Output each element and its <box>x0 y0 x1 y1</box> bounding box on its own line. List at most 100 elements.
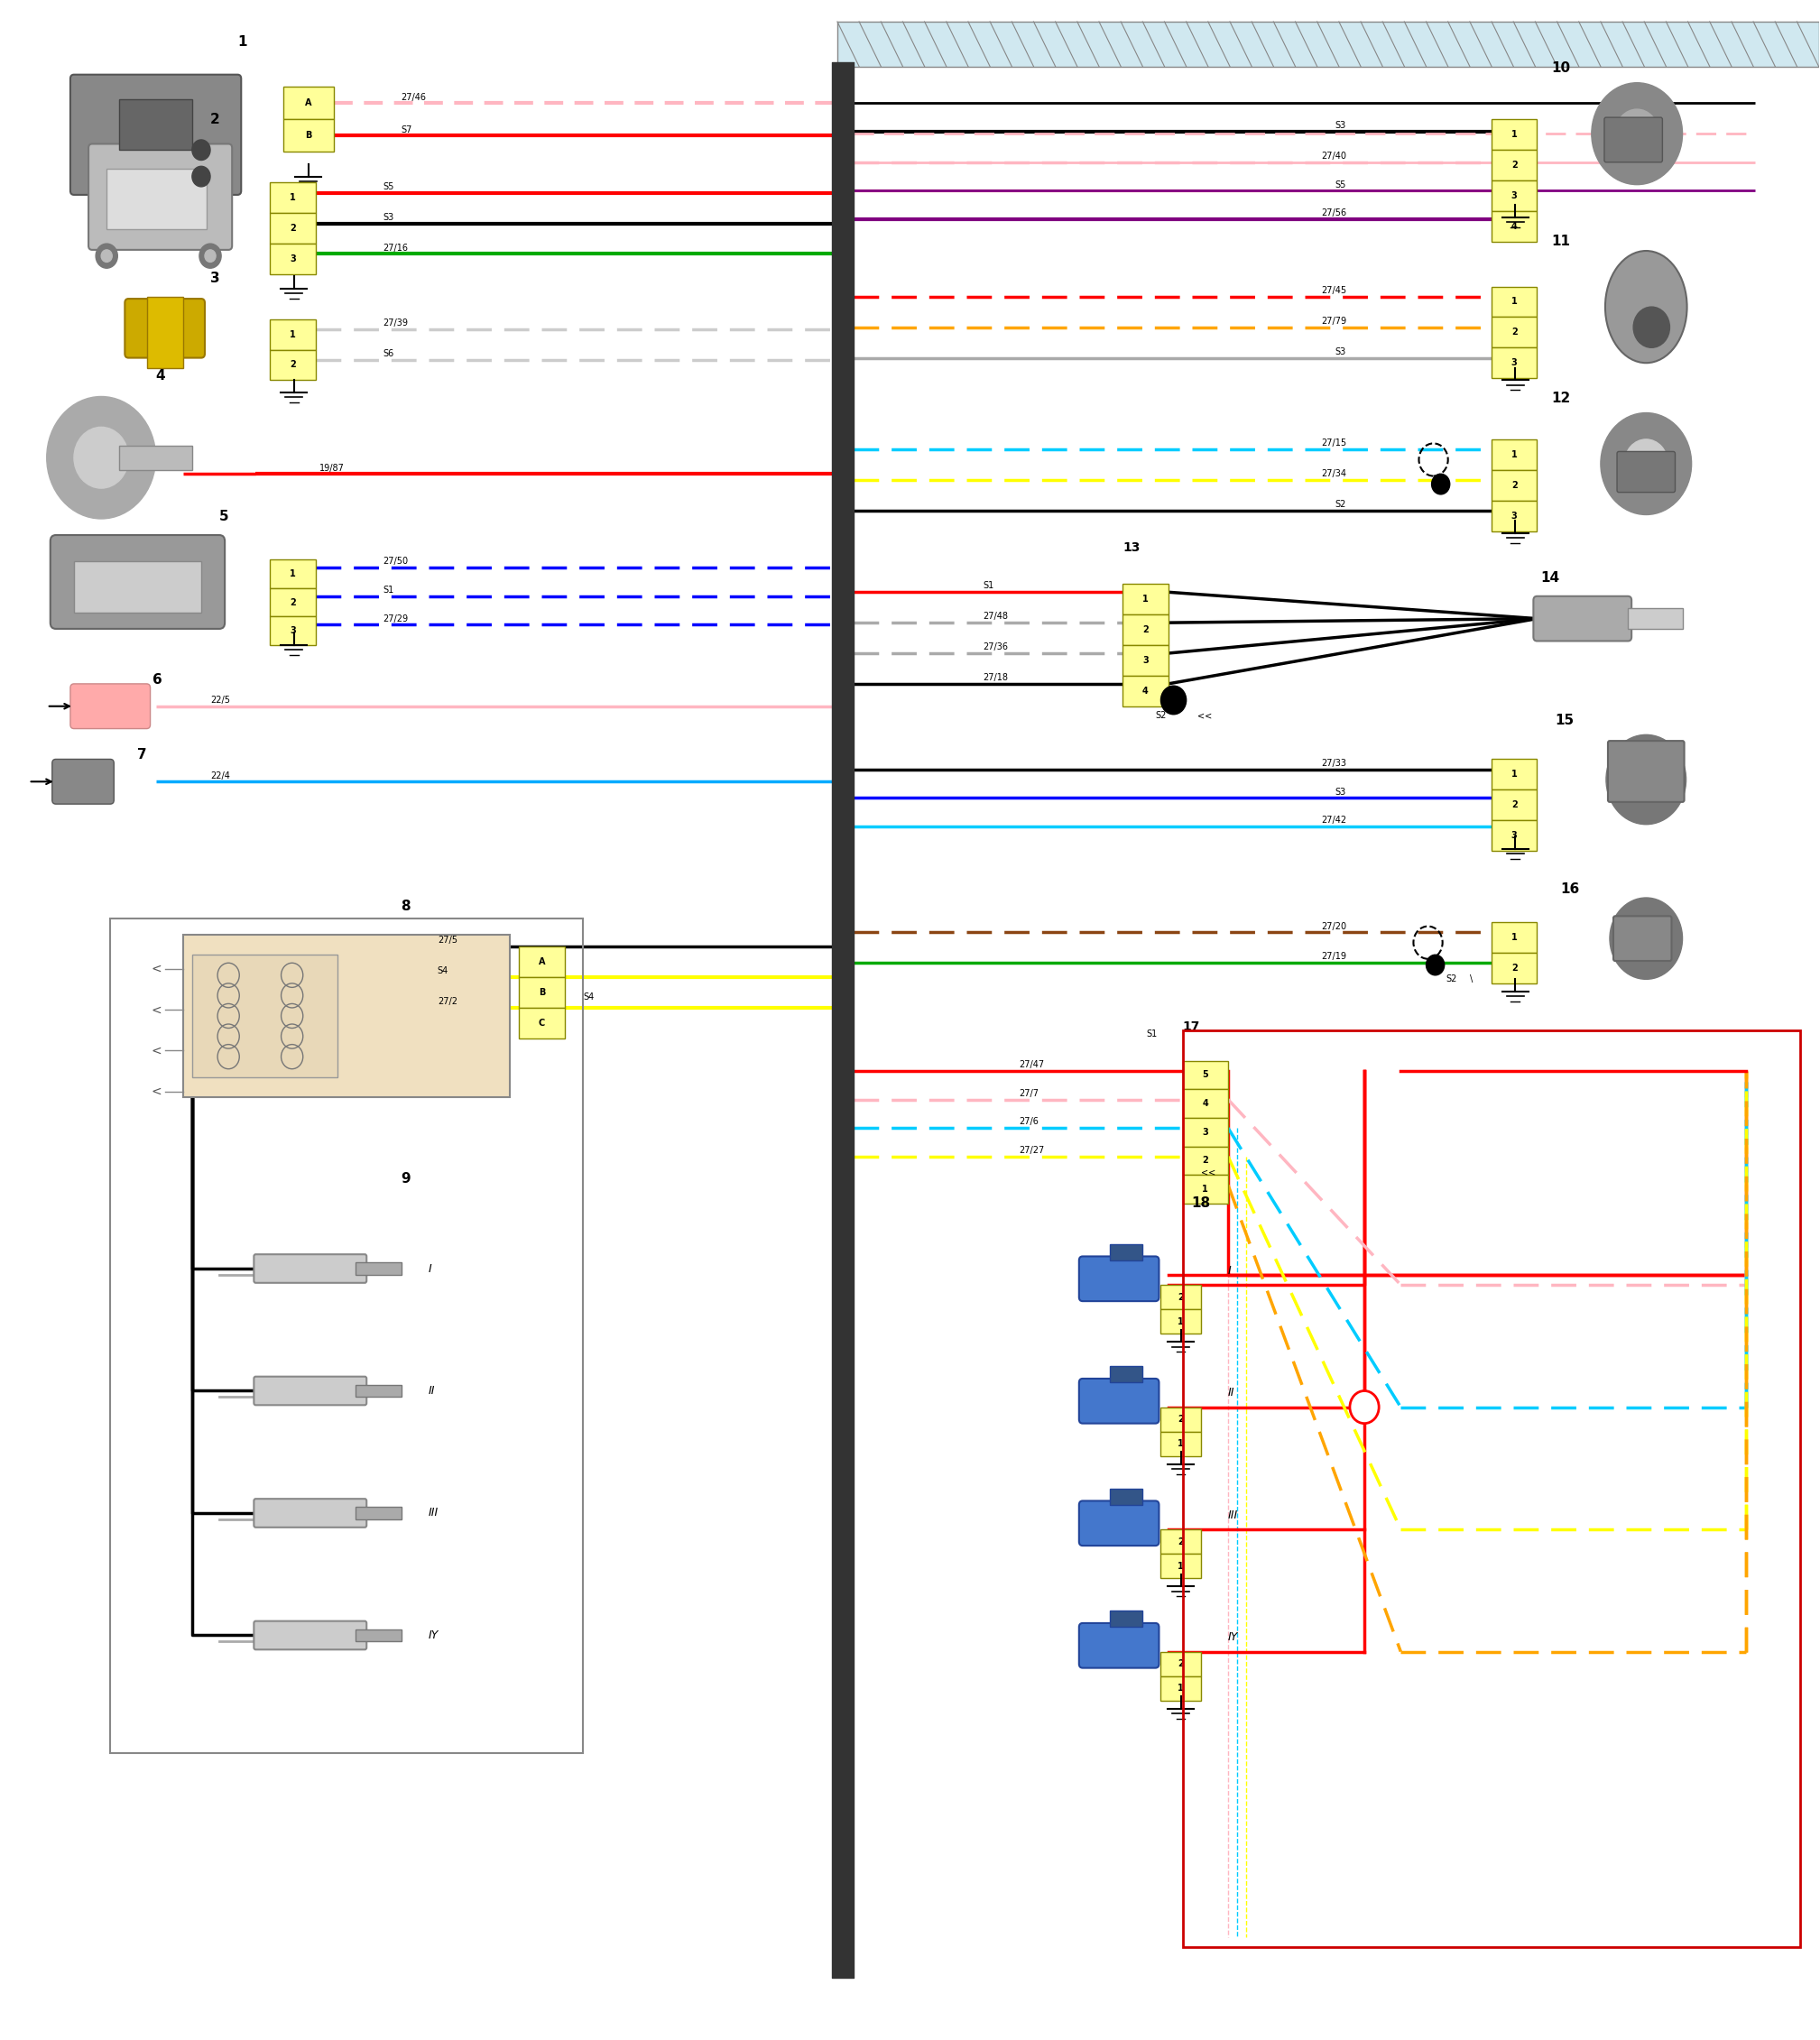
Text: 2: 2 <box>1178 1293 1183 1302</box>
Text: II: II <box>1229 1387 1234 1399</box>
FancyBboxPatch shape <box>1123 645 1168 675</box>
Circle shape <box>75 426 129 488</box>
FancyBboxPatch shape <box>269 559 315 588</box>
Text: 1: 1 <box>1511 131 1518 139</box>
Text: S1: S1 <box>983 581 994 590</box>
Circle shape <box>200 243 222 267</box>
FancyBboxPatch shape <box>1534 596 1631 641</box>
Text: 5: 5 <box>1203 1071 1208 1079</box>
FancyBboxPatch shape <box>1492 151 1538 182</box>
Circle shape <box>1614 110 1658 159</box>
Text: IY: IY <box>1229 1632 1238 1644</box>
Text: III: III <box>428 1508 439 1520</box>
Text: S2: S2 <box>1336 500 1347 510</box>
FancyBboxPatch shape <box>282 120 333 153</box>
Text: 1: 1 <box>1511 769 1518 779</box>
Text: II: II <box>428 1385 435 1397</box>
FancyBboxPatch shape <box>282 88 333 120</box>
FancyBboxPatch shape <box>1492 439 1538 469</box>
Text: <: < <box>151 1004 162 1016</box>
Text: 3: 3 <box>1203 1128 1208 1136</box>
FancyBboxPatch shape <box>269 349 315 379</box>
FancyBboxPatch shape <box>355 1263 400 1275</box>
Text: 27/33: 27/33 <box>1321 759 1347 767</box>
Text: 27/50: 27/50 <box>382 557 408 565</box>
FancyBboxPatch shape <box>1613 916 1671 961</box>
Text: 14: 14 <box>1542 571 1560 585</box>
Text: 6: 6 <box>153 673 162 687</box>
Text: I: I <box>1229 1265 1232 1277</box>
Text: S2: S2 <box>1447 973 1458 983</box>
Text: 27/18: 27/18 <box>983 673 1008 681</box>
FancyBboxPatch shape <box>269 616 315 645</box>
Text: 27/47: 27/47 <box>1019 1061 1045 1069</box>
Ellipse shape <box>1605 251 1687 363</box>
FancyBboxPatch shape <box>1603 118 1662 163</box>
FancyBboxPatch shape <box>1161 1652 1201 1677</box>
Text: 3: 3 <box>1511 512 1518 520</box>
Text: 4: 4 <box>1143 685 1148 696</box>
Text: 3: 3 <box>1143 657 1148 665</box>
Text: 4: 4 <box>1203 1100 1208 1108</box>
FancyBboxPatch shape <box>1123 583 1168 614</box>
FancyBboxPatch shape <box>519 947 564 977</box>
FancyBboxPatch shape <box>355 1508 400 1520</box>
Text: A: A <box>539 957 546 967</box>
Circle shape <box>1633 306 1669 347</box>
Text: <: < <box>151 1085 162 1098</box>
Text: 27/48: 27/48 <box>983 612 1008 620</box>
Text: 27/40: 27/40 <box>1321 151 1347 161</box>
Text: 3: 3 <box>289 255 297 263</box>
FancyBboxPatch shape <box>1161 1677 1201 1701</box>
FancyBboxPatch shape <box>147 296 184 367</box>
Text: 22/5: 22/5 <box>211 696 229 704</box>
Text: 1: 1 <box>1203 1185 1208 1193</box>
Text: \: \ <box>1471 973 1472 983</box>
FancyBboxPatch shape <box>120 445 193 469</box>
FancyBboxPatch shape <box>1183 1175 1228 1204</box>
Text: 22/4: 22/4 <box>211 771 229 779</box>
FancyBboxPatch shape <box>184 934 510 1098</box>
Text: 27/20: 27/20 <box>1321 922 1347 930</box>
Text: 27/42: 27/42 <box>1321 816 1347 824</box>
FancyBboxPatch shape <box>1183 1118 1228 1146</box>
Text: 3: 3 <box>1511 192 1518 200</box>
Text: 27/16: 27/16 <box>382 243 408 253</box>
FancyBboxPatch shape <box>1183 1061 1228 1089</box>
FancyBboxPatch shape <box>89 145 233 249</box>
Text: 8: 8 <box>400 900 411 912</box>
Text: A: A <box>306 98 311 108</box>
Circle shape <box>206 249 217 261</box>
Text: III: III <box>1229 1510 1238 1522</box>
Text: 27/5: 27/5 <box>437 936 457 945</box>
Text: S3: S3 <box>382 212 393 222</box>
Text: 1: 1 <box>1511 451 1518 459</box>
Text: 2: 2 <box>1203 1157 1208 1165</box>
Text: 27/19: 27/19 <box>1321 953 1347 961</box>
FancyBboxPatch shape <box>51 534 226 628</box>
Text: 2: 2 <box>1178 1536 1183 1546</box>
Text: S6: S6 <box>382 349 393 359</box>
FancyBboxPatch shape <box>75 561 202 612</box>
FancyBboxPatch shape <box>519 1008 564 1038</box>
Text: <<: << <box>1198 712 1212 720</box>
Text: 13: 13 <box>1123 541 1139 555</box>
Circle shape <box>96 243 118 267</box>
FancyBboxPatch shape <box>1492 820 1538 851</box>
FancyBboxPatch shape <box>1492 759 1538 789</box>
Text: 9: 9 <box>400 1173 411 1185</box>
Text: S5: S5 <box>1336 180 1347 190</box>
Circle shape <box>1432 473 1451 494</box>
Text: <<: << <box>1201 1167 1216 1177</box>
Text: 1: 1 <box>1511 932 1518 942</box>
Circle shape <box>1427 955 1445 975</box>
FancyBboxPatch shape <box>837 22 1818 67</box>
Circle shape <box>1609 898 1682 979</box>
Circle shape <box>1161 685 1187 714</box>
Text: S4: S4 <box>437 967 448 975</box>
Text: 27/2: 27/2 <box>437 998 457 1006</box>
Text: 5: 5 <box>220 510 229 524</box>
Text: 2: 2 <box>289 361 297 369</box>
Text: <: < <box>151 1044 162 1057</box>
FancyBboxPatch shape <box>1079 1257 1159 1302</box>
